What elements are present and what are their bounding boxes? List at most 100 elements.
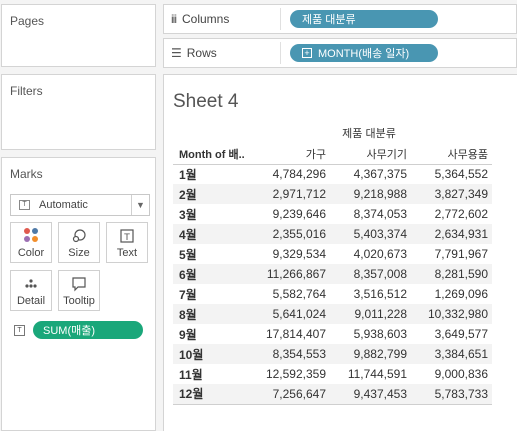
column-group-header[interactable]: 제품 대분류 <box>342 128 396 140</box>
text-encoding-icon[interactable]: T <box>14 324 25 336</box>
table-cell[interactable]: 5,403,374 <box>330 224 411 244</box>
month-label[interactable]: 1월 <box>179 167 197 182</box>
filters-card[interactable]: Filters <box>1 74 156 150</box>
table-row[interactable]: 2월 2,971,712 9,218,988 3,827,349 <box>173 184 492 204</box>
mark-type-value: Automatic <box>39 199 88 211</box>
table-cell[interactable]: 3,516,512 <box>353 287 407 301</box>
sheet-title[interactable]: Sheet 4 <box>173 91 239 112</box>
table-cell[interactable]: 5,364,552 <box>434 167 488 182</box>
month-label[interactable]: 7월 <box>179 287 197 302</box>
table-cell[interactable]: 2,355,016 <box>257 224 330 244</box>
text-button[interactable]: T Text <box>106 222 148 263</box>
marks-card: Marks T Automatic ▼ Color Size T Text <box>1 157 156 431</box>
column-header[interactable]: 가구 <box>257 144 330 165</box>
columns-shelf-label: iii Columns <box>171 5 229 33</box>
table-cell[interactable]: 2,772,602 <box>434 207 488 221</box>
table-cell[interactable]: 7,256,647 <box>257 384 330 405</box>
table-cell[interactable]: 5,938,603 <box>353 327 407 341</box>
column-header[interactable]: 사무기기 <box>330 144 411 165</box>
detail-label: Detail <box>16 295 46 307</box>
row-header[interactable]: Month of 배.. <box>173 144 257 165</box>
table-row[interactable]: 7월 5,582,764 3,516,512 1,269,096 <box>173 284 492 304</box>
shelf-divider <box>280 8 281 30</box>
column-header[interactable]: 사무용품 <box>411 144 492 165</box>
table-cell[interactable]: 4,367,375 <box>353 167 407 182</box>
month-label[interactable]: 4월 <box>173 224 257 244</box>
columns-icon: iii <box>171 12 177 26</box>
table-cell[interactable]: 9,239,646 <box>272 207 326 221</box>
month-label[interactable]: 9월 <box>179 327 197 342</box>
size-button[interactable]: Size <box>58 222 100 263</box>
table-row[interactable]: 1월 4,784,296 4,367,375 5,364,552 <box>173 164 492 184</box>
table-cell[interactable]: 3,827,349 <box>411 184 492 204</box>
crosstab: Month of 배.. 가구 사무기기 사무용품 1월 4,784,296 4,3… <box>173 144 492 405</box>
pages-title: Pages <box>10 14 45 28</box>
table-cell[interactable]: 8,357,008 <box>330 264 411 284</box>
table-cell[interactable]: 3,384,651 <box>411 344 492 364</box>
table-cell[interactable]: 8,374,053 <box>353 207 407 221</box>
table-cell[interactable]: 17,814,407 <box>265 327 326 341</box>
columns-shelf[interactable]: iii Columns 제품 대분류 <box>163 4 517 34</box>
text-mark-field: T SUM(매출) <box>14 321 143 339</box>
table-row[interactable]: 12월 7,256,647 9,437,453 5,783,733 <box>173 384 492 405</box>
table-cell[interactable]: 9,437,453 <box>330 384 411 405</box>
table-row[interactable]: 5월 9,329,534 4,020,673 7,791,967 <box>173 244 492 264</box>
table-cell[interactable]: 5,641,024 <box>257 304 330 324</box>
table-cell[interactable]: 2,634,931 <box>411 224 492 244</box>
table-cell[interactable]: 9,000,836 <box>434 367 488 381</box>
detail-icon <box>11 276 51 292</box>
month-label[interactable]: 5월 <box>179 247 197 262</box>
table-cell[interactable]: 9,218,988 <box>330 184 411 204</box>
month-label[interactable]: 10월 <box>173 344 257 364</box>
table-cell[interactable]: 9,329,534 <box>272 247 326 261</box>
detail-button[interactable]: Detail <box>10 270 52 311</box>
rows-pill-label: MONTH(배송 일자) <box>318 48 410 60</box>
table-row[interactable]: 6월 11,266,867 8,357,008 8,281,590 <box>173 264 492 284</box>
table-row[interactable]: 3월 9,239,646 8,374,053 2,772,602 <box>173 204 492 224</box>
table-cell[interactable]: 1,269,096 <box>434 287 488 301</box>
table-cell[interactable]: 5,783,733 <box>411 384 492 405</box>
table-cell[interactable]: 11,266,867 <box>257 264 330 284</box>
color-label: Color <box>17 247 45 259</box>
pages-card[interactable]: Pages <box>1 4 156 67</box>
tooltip-icon <box>59 276 99 292</box>
sum-sales-pill[interactable]: SUM(매출) <box>33 321 143 339</box>
table-row[interactable]: 10월 8,354,553 9,882,799 3,384,651 <box>173 344 492 364</box>
chevron-down-icon[interactable]: ▼ <box>131 195 149 215</box>
month-label[interactable]: 8월 <box>173 304 257 324</box>
table-cell[interactable]: 10,332,980 <box>411 304 492 324</box>
columns-pill[interactable]: 제품 대분류 <box>290 10 438 28</box>
table-cell[interactable]: 11,744,591 <box>347 367 407 381</box>
color-button[interactable]: Color <box>10 222 52 263</box>
table-cell[interactable]: 4,020,673 <box>353 247 407 261</box>
table-cell[interactable]: 2,971,712 <box>257 184 330 204</box>
rows-shelf[interactable]: ☰ Rows + MONTH(배송 일자) <box>163 38 517 68</box>
table-cell[interactable]: 9,011,228 <box>330 304 411 324</box>
table-cell[interactable]: 7,791,967 <box>434 247 488 261</box>
expand-plus-icon[interactable]: + <box>302 48 312 58</box>
table-row[interactable]: 4월 2,355,016 5,403,374 2,634,931 <box>173 224 492 244</box>
table-cell[interactable]: 3,649,577 <box>434 327 488 341</box>
text-mark-icon: T <box>19 200 30 210</box>
table-cell[interactable]: 8,354,553 <box>257 344 330 364</box>
rows-label: Rows <box>186 46 217 60</box>
table-cell[interactable]: 8,281,590 <box>411 264 492 284</box>
month-label[interactable]: 2월 <box>173 184 257 204</box>
table-row[interactable]: 11월 12,592,359 11,744,591 9,000,836 <box>173 364 492 384</box>
month-label[interactable]: 6월 <box>173 264 257 284</box>
month-label[interactable]: 11월 <box>179 367 203 382</box>
mark-type-dropdown[interactable]: T Automatic ▼ <box>10 194 150 216</box>
month-label[interactable]: 12월 <box>173 384 257 405</box>
table-cell[interactable]: 9,882,799 <box>330 344 411 364</box>
table-cell[interactable]: 4,784,296 <box>272 167 326 182</box>
table-cell[interactable]: 5,582,764 <box>272 287 326 301</box>
month-label[interactable]: 3월 <box>179 207 197 222</box>
columns-label: Columns <box>182 12 230 26</box>
table-row[interactable]: 9월 17,814,407 5,938,603 3,649,577 <box>173 324 492 344</box>
rows-pill[interactable]: + MONTH(배송 일자) <box>290 44 438 62</box>
sheet-area: Sheet 4 제품 대분류 Month of 배.. 가구 사무기기 사무용품… <box>163 74 517 431</box>
table-row[interactable]: 8월 5,641,024 9,011,228 10,332,980 <box>173 304 492 324</box>
tooltip-button[interactable]: Tooltip <box>58 270 100 311</box>
rows-shelf-label: ☰ Rows <box>171 39 217 67</box>
table-cell[interactable]: 12,592,359 <box>265 367 326 381</box>
